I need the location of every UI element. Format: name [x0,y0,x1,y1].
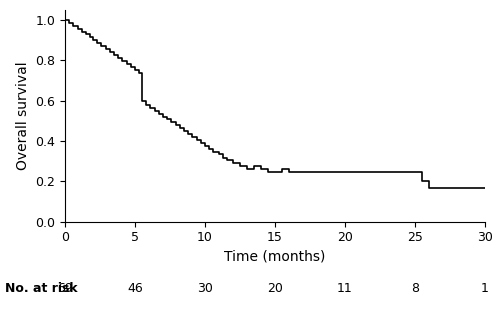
Text: 69: 69 [57,282,73,295]
Text: 8: 8 [411,282,419,295]
Text: 11: 11 [337,282,353,295]
Text: 1: 1 [481,282,489,295]
X-axis label: Time (months): Time (months) [224,250,326,264]
Text: 20: 20 [267,282,283,295]
Text: 30: 30 [197,282,213,295]
Text: No. at risk: No. at risk [5,282,78,295]
Y-axis label: Overall survival: Overall survival [16,61,30,170]
Text: 46: 46 [127,282,143,295]
